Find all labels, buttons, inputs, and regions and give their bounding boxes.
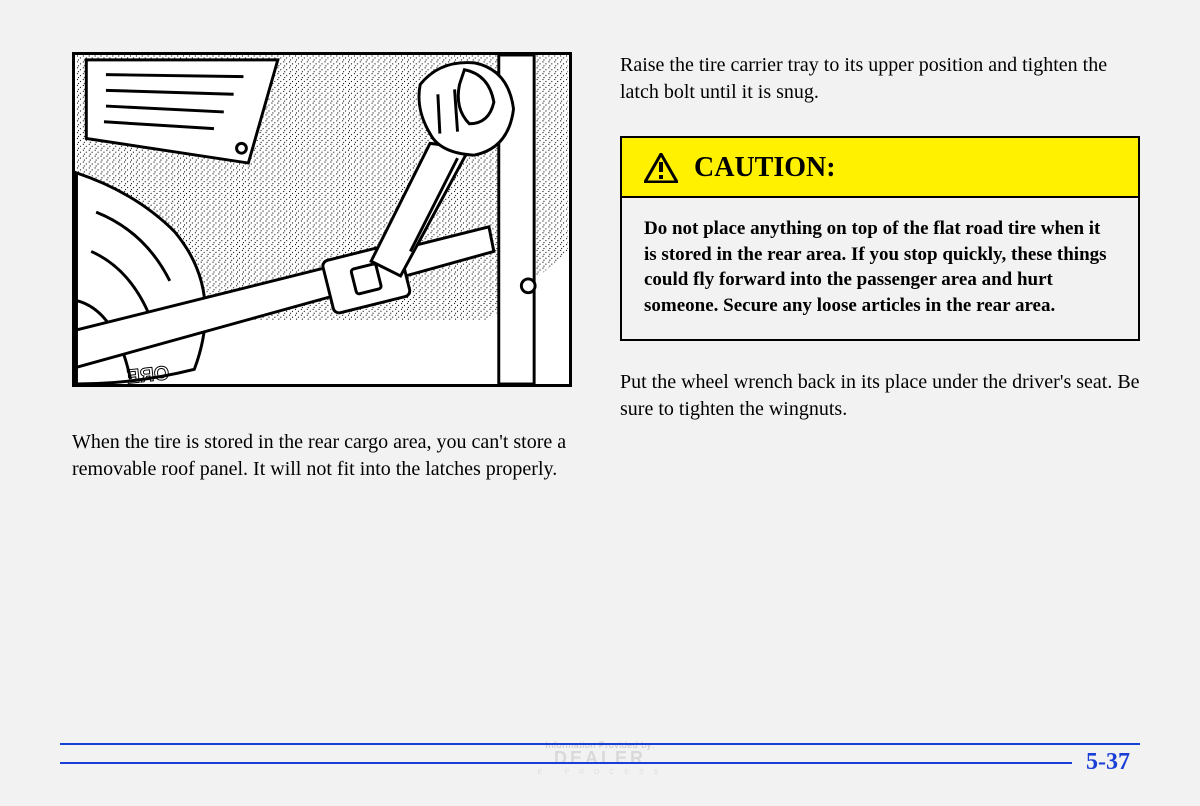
svg-text:ORE: ORE — [126, 362, 171, 384]
caution-header: CAUTION: — [622, 138, 1138, 198]
caution-body-text: Do not place anything on top of the flat… — [622, 198, 1138, 339]
caution-title: CAUTION: — [694, 152, 836, 184]
right-intro-paragraph: Raise the tire carrier tray to its upper… — [620, 52, 1140, 106]
tire-storage-illustration: ORE — [72, 52, 572, 387]
page-number: 5-37 — [1072, 749, 1140, 776]
warning-triangle-icon — [644, 153, 678, 183]
caution-callout: CAUTION: Do not place anything on top of… — [620, 136, 1140, 341]
footer-rule-bottom-left — [60, 762, 1072, 764]
footer-rule-top — [60, 743, 1140, 745]
page-footer: 5-37 — [60, 743, 1140, 776]
right-after-paragraph: Put the wheel wrench back in its place u… — [620, 369, 1140, 423]
left-paragraph: When the tire is stored in the rear carg… — [72, 429, 572, 483]
